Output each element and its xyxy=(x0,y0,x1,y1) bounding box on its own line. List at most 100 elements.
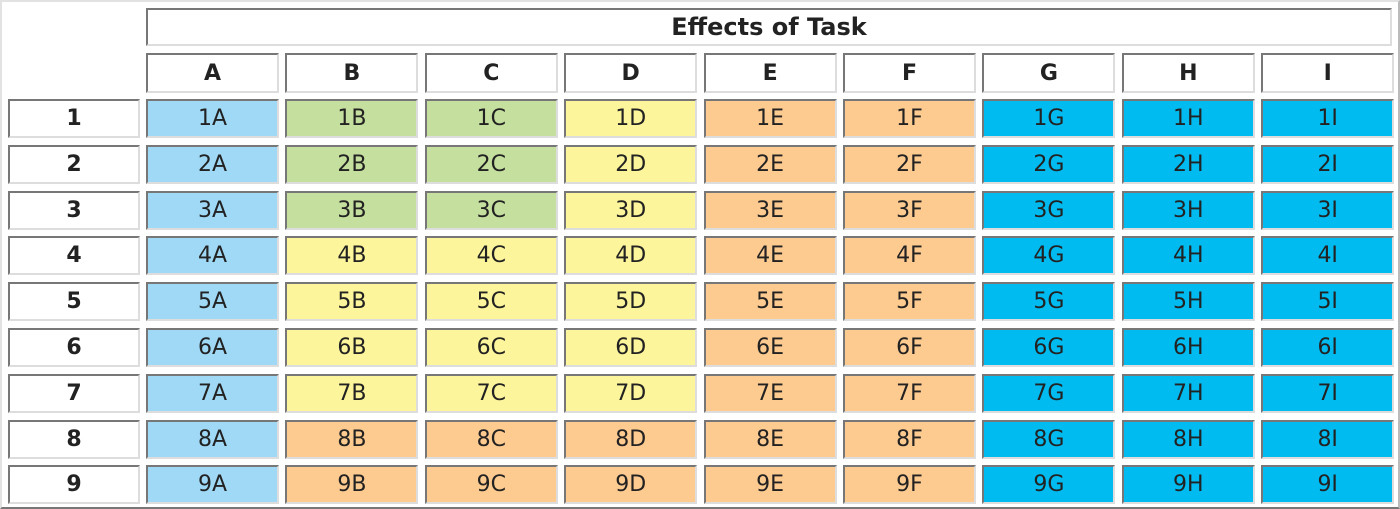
column-header-e: E xyxy=(703,53,837,93)
grid-title: Effects of Task xyxy=(146,8,1392,46)
grid-cell-8h: 8H xyxy=(1121,419,1255,459)
grid-cell-6h: 6H xyxy=(1121,328,1255,367)
grid-cell-8c: 8C xyxy=(424,419,558,459)
grid-cell-8a: 8A xyxy=(146,419,279,459)
grid-cell-7h: 7H xyxy=(1121,373,1255,413)
grid-cell-6f: 6F xyxy=(843,328,976,367)
grid-cell-7a: 7A xyxy=(146,373,279,413)
grid-cell-2g: 2G xyxy=(982,144,1116,184)
grid-cell-8e: 8E xyxy=(703,419,837,459)
grid-cell-5i: 5I xyxy=(1261,282,1395,322)
row-header-1: 1 xyxy=(8,99,140,138)
grid-cell-9d: 9D xyxy=(564,465,698,505)
grid-cell-3e: 3E xyxy=(703,190,837,230)
column-header-g: G xyxy=(982,53,1116,93)
column-header-i: I xyxy=(1261,53,1395,93)
row-header-9: 9 xyxy=(8,465,140,505)
grid-cell-9f: 9F xyxy=(843,465,976,505)
grid-cell-4e: 4E xyxy=(703,236,837,276)
grid-cell-7c: 7C xyxy=(424,373,558,413)
grid-cell-9a: 9A xyxy=(146,465,279,505)
grid-cell-9b: 9B xyxy=(285,465,419,505)
grid-cell-8i: 8I xyxy=(1261,419,1395,459)
grid-cell-5b: 5B xyxy=(285,282,419,322)
grid-cell-2f: 2F xyxy=(843,144,976,184)
row-header-8: 8 xyxy=(8,419,140,459)
grid-cell-3d: 3D xyxy=(564,190,698,230)
grid-cell-3h: 3H xyxy=(1121,190,1255,230)
grid-cell-9e: 9E xyxy=(703,465,837,505)
grid-cell-3g: 3G xyxy=(982,190,1116,230)
column-header-d: D xyxy=(564,53,698,93)
grid-cell-4i: 4I xyxy=(1261,236,1395,276)
grid-cell-5a: 5A xyxy=(146,282,279,322)
grid-cell-2h: 2H xyxy=(1121,144,1255,184)
grid-cell-6i: 6I xyxy=(1261,328,1395,367)
column-header-b: B xyxy=(285,53,419,93)
grid-cell-8d: 8D xyxy=(564,419,698,459)
grid-cell-1h: 1H xyxy=(1121,99,1255,138)
grid-cell-7d: 7D xyxy=(564,373,698,413)
grid-cell-1f: 1F xyxy=(843,99,976,138)
grid-cell-2d: 2D xyxy=(564,144,698,184)
grid-cell-6d: 6D xyxy=(564,328,698,367)
grid-cell-5c: 5C xyxy=(424,282,558,322)
grid-cell-4f: 4F xyxy=(843,236,976,276)
grid-cell-8b: 8B xyxy=(285,419,419,459)
grid-cell-1d: 1D xyxy=(564,99,698,138)
grid-cell-7e: 7E xyxy=(703,373,837,413)
grid-cell-1e: 1E xyxy=(703,99,837,138)
grid-cell-5d: 5D xyxy=(564,282,698,322)
column-header-a: A xyxy=(146,53,279,93)
grid-cell-6b: 6B xyxy=(285,328,419,367)
grid-cell-5f: 5F xyxy=(843,282,976,322)
grid-cell-1i: 1I xyxy=(1261,99,1395,138)
grid-cell-1c: 1C xyxy=(424,99,558,138)
grid-cell-3c: 3C xyxy=(424,190,558,230)
grid-cell-7f: 7F xyxy=(843,373,976,413)
grid-cell-2a: 2A xyxy=(146,144,279,184)
column-header-h: H xyxy=(1121,53,1255,93)
row-header-6: 6 xyxy=(8,328,140,367)
grid-cell-6g: 6G xyxy=(982,328,1116,367)
grid-cell-9c: 9C xyxy=(424,465,558,505)
grid-cell-2i: 2I xyxy=(1261,144,1395,184)
grid-cell-4h: 4H xyxy=(1121,236,1255,276)
grid-cell-4d: 4D xyxy=(564,236,698,276)
grid-cell-9g: 9G xyxy=(982,465,1116,505)
grid-cell-3f: 3F xyxy=(843,190,976,230)
grid-cell-4a: 4A xyxy=(146,236,279,276)
grid-cell-6c: 6C xyxy=(424,328,558,367)
grid-cell-3a: 3A xyxy=(146,190,279,230)
row-header-3: 3 xyxy=(8,190,140,230)
grid-cell-2c: 2C xyxy=(424,144,558,184)
column-header-f: F xyxy=(843,53,976,93)
row-header-2: 2 xyxy=(8,144,140,184)
row-header-5: 5 xyxy=(8,282,140,322)
grid-cell-8g: 8G xyxy=(982,419,1116,459)
grid-cell-9i: 9I xyxy=(1261,465,1395,505)
grid-cell-1b: 1B xyxy=(285,99,419,138)
grid-cell-4b: 4B xyxy=(285,236,419,276)
grid-cell-2b: 2B xyxy=(285,144,419,184)
row-header-4: 4 xyxy=(8,236,140,276)
grid-cell-9h: 9H xyxy=(1121,465,1255,505)
grid-cell-7b: 7B xyxy=(285,373,419,413)
grid-cell-6e: 6E xyxy=(703,328,837,367)
grid-cell-1g: 1G xyxy=(982,99,1116,138)
grid-cell-3i: 3I xyxy=(1261,190,1395,230)
grid-cell-1a: 1A xyxy=(146,99,279,138)
grid-cell-5e: 5E xyxy=(703,282,837,322)
grid-cell-7i: 7I xyxy=(1261,373,1395,413)
grid-cell-4c: 4C xyxy=(424,236,558,276)
grid-cell-2e: 2E xyxy=(703,144,837,184)
grid-cell-7g: 7G xyxy=(982,373,1116,413)
grid-cell-5h: 5H xyxy=(1121,282,1255,322)
grid-cell-3b: 3B xyxy=(285,190,419,230)
row-header-7: 7 xyxy=(8,373,140,413)
grid-cell-6a: 6A xyxy=(146,328,279,367)
grid-cell-4g: 4G xyxy=(982,236,1116,276)
grid-cell-8f: 8F xyxy=(843,419,976,459)
grid-cell-5g: 5G xyxy=(982,282,1116,322)
